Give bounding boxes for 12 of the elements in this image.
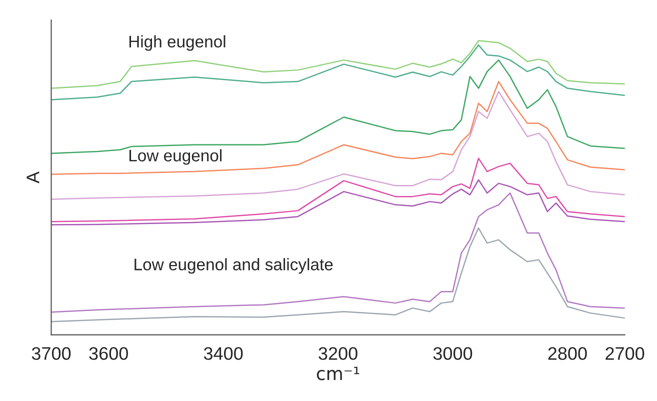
x-tick-label: 3700: [32, 347, 71, 360]
annotation: Low eugenol and salicylate: [134, 258, 333, 274]
x-tick-label: 3600: [89, 347, 128, 360]
x-axis-title: cm⁻¹: [316, 366, 360, 380]
annotation: Low eugenol: [129, 149, 222, 165]
x-tick-label: 2700: [606, 347, 644, 360]
annotation: High eugenol: [129, 35, 226, 51]
x-tick-label: 3400: [204, 347, 243, 360]
x-tick-label: 3000: [433, 347, 472, 360]
x-tick-label: 2800: [548, 347, 587, 360]
x-tick-label: 3200: [318, 347, 358, 360]
y-axis-title: A: [26, 171, 40, 184]
